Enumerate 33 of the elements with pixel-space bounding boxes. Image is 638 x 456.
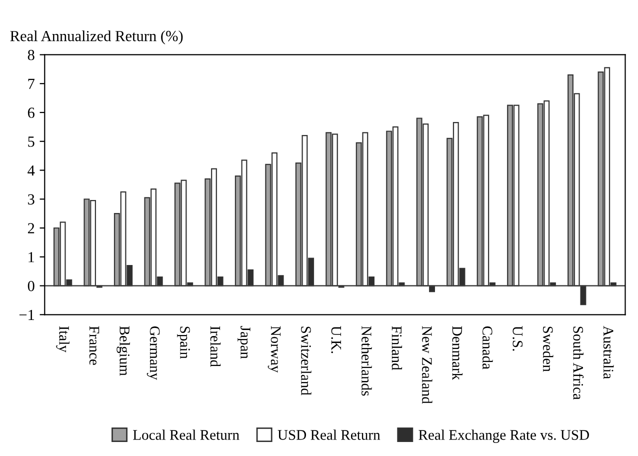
y-tick-label: 1	[28, 252, 34, 262]
x-tick-label: Belgium	[116, 326, 130, 376]
x-tick-label: U.K.	[331, 326, 341, 354]
x-tick-label: France	[89, 326, 100, 365]
x-tick-label: Italy	[56, 326, 70, 352]
y-tick-label: 7	[28, 78, 34, 89]
x-tick-label: Denmark	[452, 326, 463, 380]
y-axis-title: Real Annualized Return (%)	[10, 30, 183, 44]
y-tick-label: 2	[28, 223, 34, 234]
x-tick-label: Canada	[482, 326, 493, 370]
x-tick-label: Australia	[603, 326, 614, 380]
legend-label: Real Exchange Rate vs. USD	[418, 430, 589, 443]
x-tick-label: Ireland	[210, 326, 221, 367]
x-tick-label: Spain	[177, 326, 190, 359]
y-tick-label: 0	[28, 280, 34, 292]
x-tick-label: New Zealand	[422, 326, 432, 404]
x-tick-label: Japan	[238, 326, 250, 359]
y-tick-label: 8	[28, 50, 34, 60]
y-tick-label: 3	[28, 194, 34, 205]
x-tick-label: Switzerland	[301, 326, 312, 396]
legend-label: Local Real Return	[133, 430, 240, 440]
y-tick-label: 4	[28, 165, 35, 176]
legend-label: USD Real Return	[278, 430, 380, 440]
x-tick-label: Finland	[392, 326, 402, 370]
y-tick-label: −1	[19, 310, 34, 320]
x-tick-label: Sweden	[542, 326, 554, 372]
x-tick-label: U.S.	[512, 326, 523, 351]
x-tick-label: South Africa	[573, 326, 584, 400]
y-tick-label: 5	[28, 136, 34, 147]
x-tick-label: Norway	[268, 326, 281, 373]
x-tick-label: Netherlands	[362, 326, 372, 396]
x-tick-label: Germany	[146, 326, 160, 380]
y-tick-label: 6	[28, 108, 34, 118]
